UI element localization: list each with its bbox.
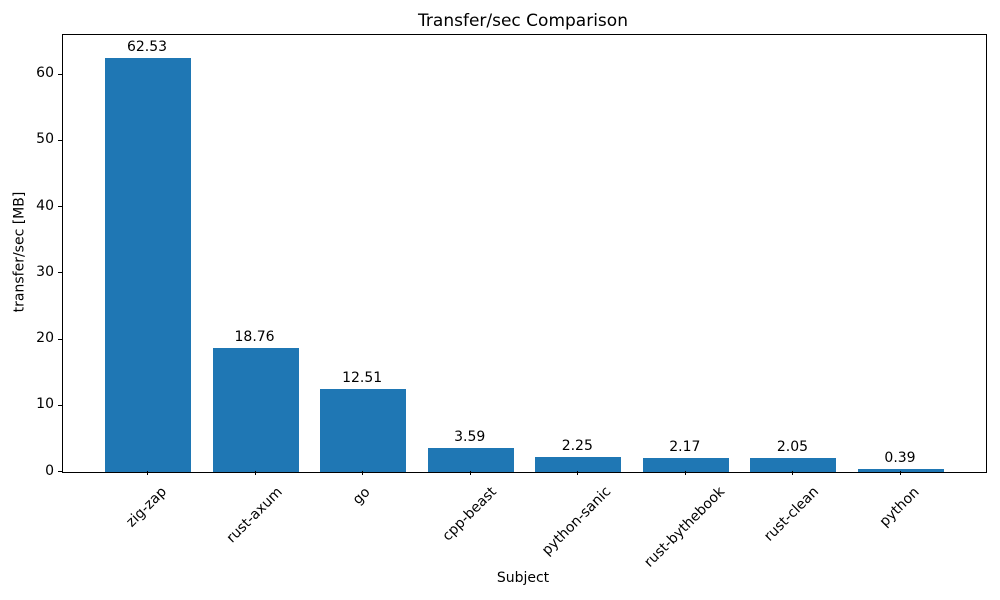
bar bbox=[750, 458, 837, 472]
bar-value-label: 3.59 bbox=[454, 429, 486, 446]
chart-title: Transfer/sec Comparison bbox=[418, 11, 628, 31]
y-tick-mark bbox=[58, 471, 62, 472]
x-tick-label: rust-clean bbox=[761, 483, 823, 545]
x-tick-label: go bbox=[349, 483, 374, 508]
bar-value-label: 12.51 bbox=[342, 370, 383, 387]
x-tick-label: rust-bythebook bbox=[641, 484, 728, 571]
bar-value-label: 2.25 bbox=[561, 438, 593, 455]
y-tick-mark bbox=[58, 338, 62, 340]
bar-value-label: 62.53 bbox=[126, 38, 168, 55]
x-tick-mark bbox=[146, 471, 148, 475]
x-tick-label: python bbox=[876, 483, 923, 530]
bar bbox=[320, 389, 407, 472]
x-tick-mark bbox=[684, 471, 686, 475]
bar-value-label: 0.39 bbox=[884, 450, 916, 467]
y-tick-label: 10 bbox=[36, 396, 54, 413]
y-tick-mark bbox=[58, 139, 62, 141]
y-tick-mark bbox=[58, 73, 62, 75]
y-tick-label: 20 bbox=[36, 330, 54, 347]
bar-value-label: 2.17 bbox=[669, 438, 701, 455]
y-tick-label: 30 bbox=[36, 263, 54, 280]
bar bbox=[212, 347, 299, 472]
bar bbox=[857, 469, 945, 472]
y-tick-label: 60 bbox=[36, 65, 54, 82]
y-tick-mark bbox=[58, 404, 62, 406]
x-tick-mark bbox=[792, 471, 794, 475]
bar bbox=[104, 57, 191, 472]
y-tick-label: 40 bbox=[36, 197, 54, 214]
bar bbox=[427, 448, 514, 472]
x-tick-mark bbox=[577, 471, 579, 475]
y-tick-mark bbox=[58, 206, 62, 208]
plot-area bbox=[62, 34, 987, 473]
bar bbox=[535, 457, 622, 472]
bar bbox=[642, 457, 729, 472]
x-tick-label: cpp-beast bbox=[439, 483, 500, 545]
x-tick-mark bbox=[254, 471, 256, 475]
x-tick-label: python-sanic bbox=[539, 483, 615, 560]
y-tick-label: 50 bbox=[36, 131, 54, 148]
x-tick-mark bbox=[469, 471, 471, 475]
x-axis-label: Subject bbox=[496, 570, 550, 586]
x-tick-mark bbox=[900, 471, 901, 475]
x-tick-mark bbox=[362, 471, 364, 475]
bar-value-label: 18.76 bbox=[234, 328, 275, 345]
y-tick-mark bbox=[58, 272, 62, 274]
x-tick-label: rust-axum bbox=[223, 484, 286, 547]
bar-value-label: 2.05 bbox=[776, 439, 809, 456]
x-tick-label: zig-zap bbox=[123, 483, 170, 531]
y-tick-label: 0 bbox=[45, 462, 54, 479]
